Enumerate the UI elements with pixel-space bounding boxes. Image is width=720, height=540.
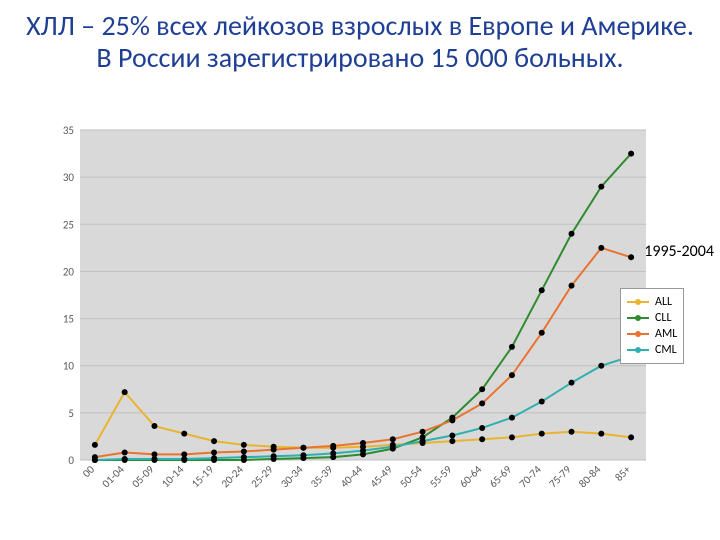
chart-legend: ALL CLL AML CML — [620, 288, 684, 364]
legend-item: CLL — [627, 311, 677, 325]
svg-text:40-44: 40-44 — [338, 463, 366, 491]
legend-label: AML — [655, 327, 677, 341]
svg-text:20: 20 — [63, 265, 75, 278]
line-chart: 0 5 10 15 20 25 30 35 0001-0405-0910-1415-1920-2… — [40, 120, 660, 520]
legend-swatch — [627, 333, 649, 335]
svg-text:10-14: 10-14 — [159, 463, 187, 491]
svg-text:15-19: 15-19 — [189, 463, 217, 491]
svg-text:15: 15 — [63, 313, 74, 326]
chart-container: 0 5 10 15 20 25 30 35 0001-0405-0910-1415-1920-2… — [40, 120, 660, 520]
svg-text:30: 30 — [63, 171, 75, 184]
legend-swatch — [627, 301, 649, 303]
svg-text:75-79: 75-79 — [546, 463, 574, 491]
legend-label: CLL — [655, 311, 672, 325]
svg-text:5: 5 — [68, 407, 74, 420]
svg-text:50-54: 50-54 — [397, 463, 425, 491]
legend-label: CML — [655, 343, 677, 357]
svg-text:25: 25 — [63, 218, 74, 231]
svg-text:35: 35 — [63, 124, 74, 137]
legend-item: ALL — [627, 295, 677, 309]
svg-text:80-84: 80-84 — [576, 463, 604, 491]
svg-text:60-64: 60-64 — [457, 463, 485, 491]
legend-item: AML — [627, 327, 677, 341]
svg-text:30-34: 30-34 — [278, 463, 306, 491]
svg-text:00: 00 — [80, 463, 97, 480]
svg-text:10: 10 — [63, 360, 75, 373]
svg-text:35-39: 35-39 — [308, 463, 336, 491]
svg-text:85+: 85+ — [612, 463, 633, 484]
svg-text:05-09: 05-09 — [129, 463, 157, 491]
svg-text:45-49: 45-49 — [368, 463, 396, 491]
legend-item: CML — [627, 343, 677, 357]
svg-text:70-74: 70-74 — [517, 463, 545, 491]
legend-swatch — [627, 317, 649, 319]
legend-label: ALL — [655, 295, 672, 309]
svg-text:20-24: 20-24 — [219, 463, 247, 491]
legend-swatch — [627, 349, 649, 351]
svg-text:55-59: 55-59 — [427, 463, 455, 491]
svg-text:25-29: 25-29 — [248, 463, 276, 491]
svg-text:0: 0 — [68, 454, 74, 467]
slide-title: ХЛЛ – 25% всех лейкозов взрослых в Европ… — [0, 0, 720, 78]
svg-text:65-69: 65-69 — [487, 463, 515, 491]
svg-text:01-04: 01-04 — [99, 463, 127, 491]
